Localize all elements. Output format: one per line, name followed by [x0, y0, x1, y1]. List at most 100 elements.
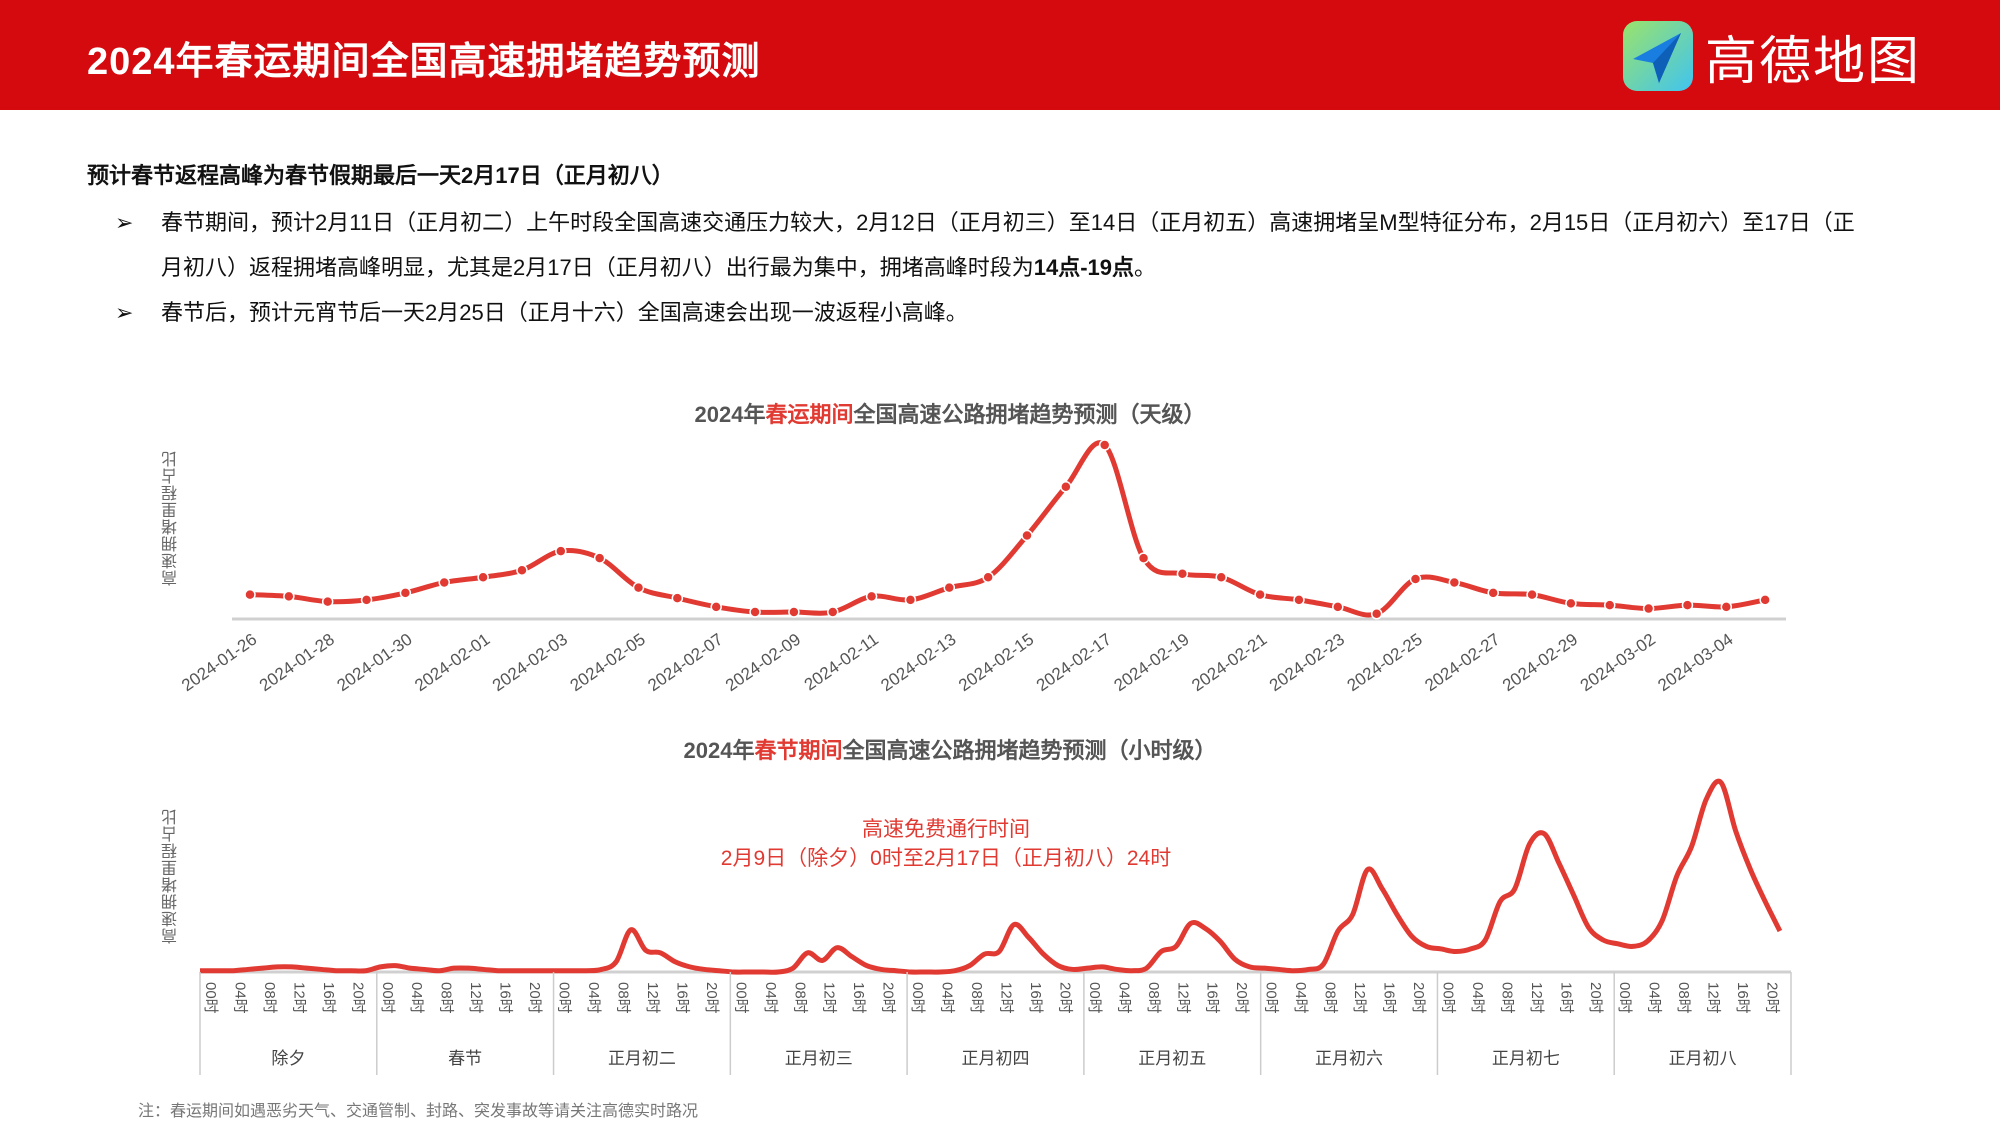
hour-tick-label: 00时	[909, 982, 926, 1014]
hour-tick-label: 16时	[320, 982, 337, 1014]
day-label: 正月初七	[1492, 1049, 1560, 1068]
hour-tick-label: 20时	[880, 982, 897, 1014]
x-tick-label: 2024-03-04	[1654, 630, 1736, 695]
data-point	[1720, 601, 1733, 613]
hour-tick-label: 04时	[939, 982, 956, 1014]
data-point	[283, 590, 295, 603]
hour-tick-label: 20时	[1410, 982, 1427, 1014]
hour-tick-label: 08时	[968, 982, 985, 1014]
hour-tick-label: 20时	[1056, 982, 1073, 1014]
hour-tick-label: 08时	[614, 982, 631, 1014]
data-point	[244, 588, 256, 601]
hour-tick-label: 04时	[1115, 982, 1132, 1014]
hour-tick-label: 16时	[497, 982, 514, 1014]
x-tick-label: 2024-01-26	[178, 630, 260, 695]
series-line	[249, 440, 1766, 618]
x-tick-label: 2024-02-29	[1499, 630, 1581, 695]
hour-tick-label: 12时	[1705, 982, 1722, 1014]
day-label: 正月初六	[1315, 1049, 1383, 1068]
hour-tick-label: 12时	[467, 982, 484, 1014]
hour-tick-label: 16时	[1381, 982, 1398, 1014]
hour-tick-label: 04时	[1292, 982, 1309, 1014]
data-point	[1526, 588, 1538, 601]
x-tick-label: 2024-02-03	[489, 630, 571, 695]
data-point	[438, 576, 450, 589]
paper-plane-icon	[1623, 21, 1693, 91]
data-point	[671, 592, 684, 604]
hour-tick-label: 04时	[231, 982, 248, 1014]
day-label: 正月初四	[962, 1049, 1030, 1068]
hour-tick-label: 16时	[850, 982, 867, 1014]
data-point	[1060, 481, 1072, 493]
day-label: 除夕	[271, 1049, 305, 1068]
hour-tick-label: 08时	[1322, 982, 1339, 1014]
x-tick-label: 2024-02-27	[1421, 630, 1503, 695]
data-point	[865, 590, 878, 603]
hour-tick-label: 12时	[1528, 982, 1545, 1014]
data-point	[1759, 594, 1771, 606]
arrow-bullet-icon: ➢	[115, 300, 134, 325]
hour-tick-label: 04时	[585, 982, 602, 1014]
data-point	[1215, 571, 1227, 583]
data-point	[788, 606, 800, 618]
hour-tick-label: 16时	[1204, 982, 1221, 1014]
data-point	[399, 587, 412, 599]
hour-tick-label: 12时	[1174, 982, 1191, 1014]
hour-tick-label: 20时	[1587, 982, 1604, 1014]
hour-tick-label: 04时	[1469, 982, 1486, 1014]
hour-tick-label: 12时	[998, 982, 1015, 1014]
day-label: 正月初五	[1138, 1049, 1206, 1068]
x-tick-label: 2024-01-28	[256, 630, 338, 695]
data-point	[1254, 588, 1266, 601]
hour-tick-label: 20时	[1764, 982, 1781, 1014]
data-point	[360, 594, 373, 606]
x-tick-label: 2024-02-17	[1033, 630, 1115, 695]
data-point	[904, 594, 917, 606]
data-point	[710, 601, 722, 613]
hour-tick-label: 12时	[1351, 982, 1368, 1014]
data-point	[1642, 602, 1655, 615]
data-point	[982, 571, 994, 583]
hour-tick-label: 04时	[408, 982, 425, 1014]
hour-tick-label: 00时	[379, 982, 396, 1014]
amap-logo: 高德地图	[1623, 20, 1921, 92]
hour-tick-label: 00时	[1086, 982, 1103, 1014]
bullet-text: 春节期间，预计2月11日（正月初二）上午时段全国高速交通压力较大，2月12日（正…	[161, 210, 1855, 280]
data-point	[1098, 439, 1111, 451]
hour-tick-label: 20时	[349, 982, 366, 1014]
data-point	[1448, 576, 1461, 589]
data-point	[632, 581, 645, 594]
bullet-bold-text: 14点-19点	[1033, 255, 1134, 280]
data-point	[749, 606, 761, 618]
x-tick-label: 2024-02-23	[1266, 630, 1348, 695]
hour-tick-label: 08时	[438, 982, 455, 1014]
logo-text: 高德地图	[1705, 32, 1922, 91]
bullet-item: ➢ 春节后，预计元宵节后一天2月25日（正月十六）全国高速会出现一波返程小高峰。	[115, 290, 1875, 335]
data-point	[1487, 587, 1499, 599]
hour-tick-label: 00时	[556, 982, 573, 1014]
day-label: 正月初八	[1669, 1049, 1737, 1068]
hour-tick-label: 08时	[791, 982, 808, 1014]
data-point	[516, 564, 528, 577]
daily-congestion-chart: 2024-01-262024-01-282024-01-302024-02-01…	[178, 439, 1786, 695]
hour-tick-label: 12时	[290, 982, 307, 1014]
arrow-bullet-icon: ➢	[115, 210, 134, 235]
data-point	[827, 606, 839, 618]
hour-tick-label: 04时	[762, 982, 779, 1014]
hour-tick-label: 20时	[703, 982, 720, 1014]
hour-tick-label: 08时	[1675, 982, 1692, 1014]
x-tick-label: 2024-02-15	[955, 630, 1037, 695]
summary-headline: 预计春节返程高峰为春节假期最后一天2月17日（正月初八）	[87, 163, 674, 188]
data-point	[593, 552, 606, 564]
hour-tick-label: 00时	[1616, 982, 1633, 1014]
hour-tick-label: 08时	[1145, 982, 1162, 1014]
data-point	[1021, 529, 1033, 542]
hour-tick-label: 00时	[732, 982, 749, 1014]
bullet-tail: 。	[1134, 255, 1157, 280]
data-point	[1137, 552, 1150, 564]
free-toll-annotation: 高速免费通行时间 2月9日（除夕）0时至2月17日（正月初八）24时	[720, 818, 1172, 870]
data-point	[1681, 599, 1694, 611]
hour-tick-label: 00时	[1439, 982, 1456, 1014]
data-point	[1176, 568, 1189, 580]
